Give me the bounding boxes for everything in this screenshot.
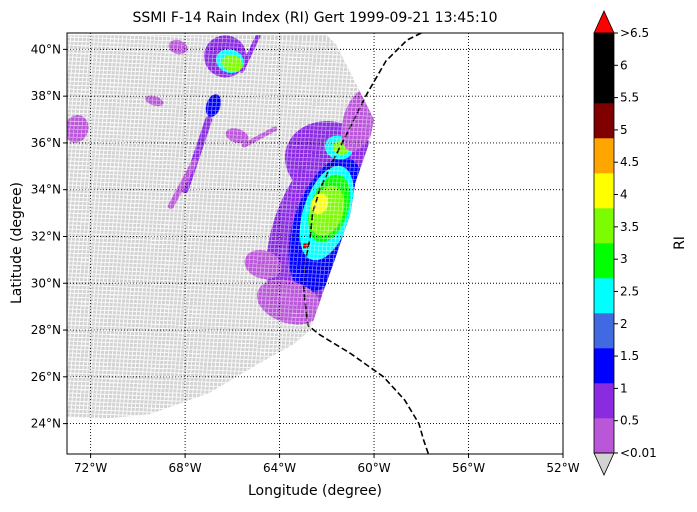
colorbar-segment (594, 103, 614, 139)
colorbar-tick-label: 4 (620, 188, 628, 202)
rain-cell (145, 95, 164, 107)
rain-cell (205, 94, 222, 117)
x-tick-label: 68°W (169, 461, 202, 475)
colorbar-segment (594, 33, 614, 69)
colorbar-tick-label: 6 (620, 58, 628, 72)
map-title: SSMI F-14 Rain Index (RI) Gert 1999-09-2… (132, 10, 497, 26)
x-axis-ticks: 72°W 68°W 64°W 60°W 56°W 52°W (74, 454, 580, 475)
x-tick-label: 72°W (74, 461, 107, 475)
colorbar-tick-label: 5 (620, 123, 628, 137)
colorbar-tick-label: 0.5 (620, 414, 639, 428)
colorbar (593, 10, 615, 476)
colorbar-tick-label: 3 (620, 252, 628, 266)
colorbar-under-arrow (593, 452, 615, 476)
colorbar-tick-label: 3.5 (620, 220, 639, 234)
colorbar-frame (593, 32, 615, 454)
colorbar-segment (594, 68, 614, 104)
y-axis-label: Latitude (degree) (9, 182, 25, 304)
y-tick-label: 40°N (31, 42, 61, 56)
colorbar-segment (594, 138, 614, 174)
colorbar-segment (594, 313, 614, 349)
colorbar-segment (594, 348, 614, 384)
colorbar-tick-labels: <0.01 0.5 1 1.5 2 2.5 3 3.5 4 4.5 5 5.5 6 >6.5 (614, 26, 657, 460)
colorbar-tick-label: 2 (620, 317, 628, 331)
x-tick-label: 60°W (357, 461, 390, 475)
colorbar-tick-label: 5.5 (620, 91, 639, 105)
y-tick-label: 34°N (31, 183, 61, 197)
colorbar-segment (594, 208, 614, 244)
y-tick-label: 36°N (31, 136, 61, 150)
x-axis-label: Longitude (degree) (248, 483, 382, 499)
colorbar-tick-label: 1.5 (620, 349, 639, 363)
map-frame (66, 32, 564, 455)
y-tick-label: 38°N (31, 89, 61, 103)
x-tick-label: 64°W (263, 461, 296, 475)
colorbar-tick-label: 2.5 (620, 284, 639, 298)
colorbar-segment (594, 278, 614, 314)
y-tick-label: 28°N (31, 323, 61, 337)
y-tick-label: 24°N (31, 417, 61, 431)
colorbar-over-arrow (593, 10, 615, 34)
y-tick-label: 32°N (31, 229, 61, 243)
colorbar-segment (594, 243, 614, 279)
map-plot-area (67, 33, 563, 454)
x-tick-label: 52°W (546, 461, 579, 475)
y-axis-ticks: 24°N 26°N 28°N 30°N 32°N 34°N 36°N 38°N 40°N (31, 42, 67, 431)
colorbar-tick-label: 4.5 (620, 155, 639, 169)
rain-streak (167, 158, 198, 210)
y-tick-label: 26°N (31, 370, 61, 384)
x-tick-label: 56°W (452, 461, 485, 475)
colorbar-tick-label: <0.01 (620, 446, 657, 460)
colorbar-segment (594, 418, 614, 454)
colorbar-tick-label: 1 (620, 381, 628, 395)
colorbar-segment (594, 173, 614, 209)
colorbar-label: RI (672, 236, 688, 250)
y-tick-label: 30°N (31, 276, 61, 290)
rain-cell (256, 279, 322, 325)
colorbar-segment (594, 383, 614, 419)
map-gridlines (67, 33, 563, 454)
colorbar-tick-label: >6.5 (620, 26, 649, 40)
